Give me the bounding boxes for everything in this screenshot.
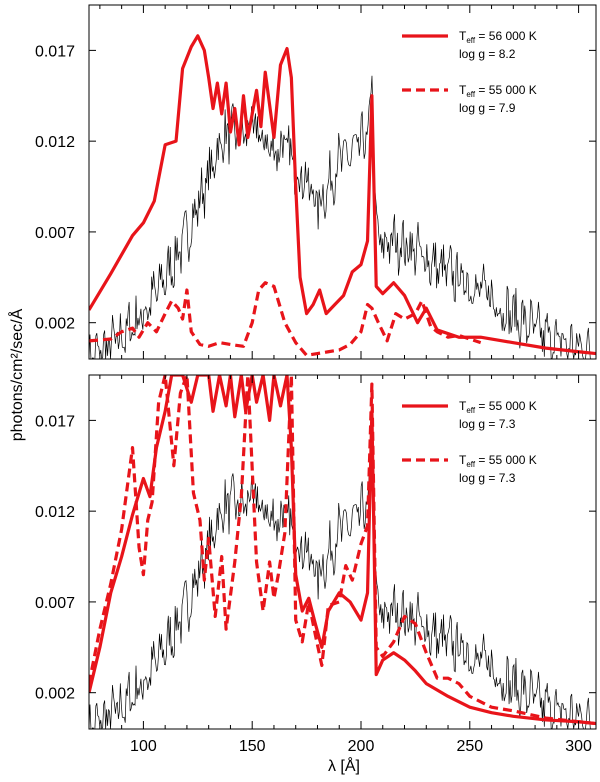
x-axis-label: λ [Å] xyxy=(328,756,360,775)
legend-bottom: Teff = 55 000 K log g = 7.3 Teff = 55 000 … xyxy=(402,399,537,485)
y-tick-label: 0.002 xyxy=(35,686,75,703)
y-tick-label: 0.012 xyxy=(35,504,75,521)
plot-frame-top xyxy=(88,4,597,360)
x-tick-label: 200 xyxy=(348,738,375,755)
panel-top: 0.002 0.007 0.012 0.017 Teff = 56 000 K log … xyxy=(35,4,597,360)
y-ticks-top: 0.002 0.007 0.012 0.017 xyxy=(35,43,596,333)
legend-label: Teff = 55 000 K xyxy=(459,399,537,415)
panel-bottom: 0.002 0.007 0.012 0.017 100 150 200 250 300 Tef… xyxy=(35,374,597,755)
legend-gravity-label: log g = 8.2 xyxy=(459,47,516,61)
x-tick-label: 150 xyxy=(239,738,266,755)
legend-label: Teff = 55 000 K xyxy=(459,83,537,99)
legend-gravity-label: log g = 7.9 xyxy=(459,101,516,115)
x-ticks-top xyxy=(99,5,580,359)
model-spectra-bottom xyxy=(89,375,596,726)
model-spectra-top xyxy=(89,34,596,357)
y-tick-label: 0.017 xyxy=(35,43,75,60)
observed-spectrum-bottom xyxy=(89,445,596,729)
x-tick-label: 300 xyxy=(565,738,592,755)
y-tick-label: 0.007 xyxy=(35,595,75,612)
y-tick-label: 0.007 xyxy=(35,225,75,242)
legend-top: Teff = 56 000 K log g = 8.2 Teff = 55 000 … xyxy=(402,29,537,115)
plot-frame-bottom xyxy=(88,374,597,730)
model-dashed-line xyxy=(89,375,596,726)
x-tick-label: 250 xyxy=(456,738,483,755)
observed-spectrum-line xyxy=(89,75,596,359)
model-solid-line xyxy=(89,34,596,356)
x-tick-label: 100 xyxy=(130,738,157,755)
y-tick-label: 0.002 xyxy=(35,316,75,333)
observed-spectrum-top xyxy=(89,75,596,359)
y-axis-label: photons/cm²/sec/Å xyxy=(7,308,26,441)
model-dashed-line xyxy=(89,281,482,357)
model-solid-line xyxy=(89,375,596,726)
y-ticks-bottom: 0.002 0.007 0.012 0.017 xyxy=(35,413,596,703)
x-ticks-bottom: 100 150 200 250 300 xyxy=(99,375,592,755)
y-tick-label: 0.012 xyxy=(35,134,75,151)
legend-label: Teff = 55 000 K xyxy=(459,453,537,469)
observed-spectrum-line xyxy=(89,445,596,729)
legend-gravity-label: log g = 7.3 xyxy=(459,417,516,431)
legend-gravity-label: log g = 7.3 xyxy=(459,471,516,485)
legend-label: Teff = 56 000 K xyxy=(459,29,537,45)
y-tick-label: 0.017 xyxy=(35,413,75,430)
